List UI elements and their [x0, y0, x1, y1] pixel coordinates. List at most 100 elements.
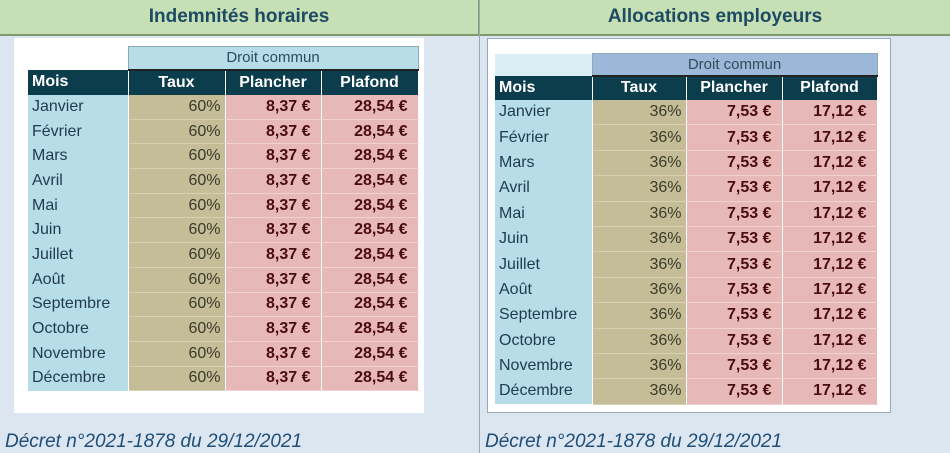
plancher-cell: 8,37 € — [225, 242, 322, 268]
column-header-mois: Mois — [28, 69, 129, 95]
plafond-cell: 17,12 € — [782, 353, 878, 380]
rate-cell: 60% — [128, 217, 226, 244]
plancher-cell: 8,37 € — [225, 316, 322, 342]
blank-cell — [28, 46, 128, 70]
blank-cell — [495, 53, 592, 76]
table-row: Juillet 36% 7,53 €17,12 € — [495, 251, 878, 278]
month-cell: Juillet — [495, 251, 593, 278]
table-row: Août 36% 7,53 €17,12 € — [495, 277, 878, 304]
decree-reference: Décret n°2021-1878 du 29/12/2021 — [5, 431, 303, 452]
plafond-cell: 28,54 € — [321, 168, 419, 194]
table-row: Décembre 36% 7,53 €17,12 € — [495, 378, 878, 405]
rate-cell: 60% — [128, 94, 226, 120]
plancher-cell: 7,53 € — [686, 277, 783, 304]
rate-cell: 60% — [128, 119, 226, 145]
table-row: Novembre 36% 7,53 €17,12 € — [495, 353, 878, 380]
table-row: Mars 36% 7,53 €17,12 € — [495, 150, 878, 177]
plafond-cell: 28,54 € — [321, 292, 419, 318]
month-cell: Janvier — [495, 99, 593, 125]
month-cell: Mai — [495, 201, 593, 227]
plafond-cell: 17,12 € — [782, 226, 878, 253]
rate-cell: 36% — [592, 302, 687, 329]
month-cell: Octobre — [28, 316, 129, 342]
rate-cell: 60% — [128, 316, 226, 342]
plafond-cell: 17,12 € — [782, 99, 878, 126]
table-row: Septembre 60% 8,37 €28,54 € — [28, 292, 419, 318]
plafond-cell: 17,12 € — [782, 328, 878, 354]
plancher-cell: 8,37 € — [225, 341, 322, 367]
month-cell: Mai — [28, 193, 129, 218]
group-header-droit-commun: Droit commun — [127, 46, 419, 71]
plancher-cell: 7,53 € — [686, 378, 783, 405]
month-cell: Avril — [495, 175, 593, 202]
column-header-mois: Mois — [495, 75, 593, 100]
table-row: Mars 60% 8,37 €28,54 € — [28, 143, 419, 170]
table-row: Avril 60% 8,37 €28,54 € — [28, 168, 419, 194]
month-cell: Mars — [495, 150, 593, 176]
month-cell: Février — [28, 119, 129, 144]
plafond-cell: 28,54 € — [321, 267, 419, 293]
table-row: Octobre 60% 8,37 €28,54 € — [28, 316, 419, 342]
table-row: Janvier 36% 7,53 €17,12 € — [495, 99, 878, 126]
month-cell: Mars — [28, 143, 129, 169]
group-header-droit-commun: Droit commun — [591, 53, 878, 77]
plafond-cell: 17,12 € — [782, 378, 878, 405]
panel-allocations: Allocations employeurs Droit commun Mois… — [480, 0, 950, 453]
plancher-cell: 7,53 € — [686, 353, 783, 380]
plafond-cell: 28,54 € — [321, 242, 419, 268]
plafond-cell: 17,12 € — [782, 150, 878, 177]
table-row: Juin 36% 7,53 €17,12 € — [495, 226, 878, 253]
rate-cell: 36% — [592, 378, 687, 405]
column-header-plancher: Plancher — [225, 69, 322, 95]
column-header-taux: Taux — [592, 75, 687, 100]
table-row: Septembre 36% 7,53 €17,12 € — [495, 302, 878, 329]
rate-cell: 60% — [128, 143, 226, 170]
panel-title: Allocations employeurs — [480, 0, 950, 36]
rate-cell: 36% — [592, 226, 687, 253]
plancher-cell: 7,53 € — [686, 124, 783, 151]
plafond-cell: 28,54 € — [321, 217, 419, 244]
table-row: Décembre 60% 8,37 €28,54 € — [28, 366, 419, 392]
plancher-cell: 8,37 € — [225, 119, 322, 145]
month-cell: Août — [495, 277, 593, 303]
month-cell: Octobre — [495, 328, 593, 354]
plancher-cell: 8,37 € — [225, 143, 322, 170]
plancher-cell: 8,37 € — [225, 267, 322, 293]
table-row: Mai 60% 8,37 €28,54 € — [28, 193, 419, 219]
plafond-cell: 17,12 € — [782, 175, 878, 202]
plafond-cell: 28,54 € — [321, 119, 419, 145]
panel-indemnites: Indemnités horaires Droit commun Mois Ta… — [0, 0, 480, 453]
plancher-cell: 7,53 € — [686, 150, 783, 177]
rate-cell: 36% — [592, 251, 687, 278]
month-cell: Décembre — [28, 366, 129, 391]
plafond-cell: 17,12 € — [782, 124, 878, 151]
column-header-row: Mois Taux Plancher Plafond — [28, 69, 419, 95]
table-row: Octobre 36% 7,53 €17,12 € — [495, 328, 878, 354]
rate-cell: 60% — [128, 168, 226, 194]
panel-title: Indemnités horaires — [0, 0, 479, 36]
plancher-cell: 8,37 € — [225, 193, 322, 219]
plancher-cell: 7,53 € — [686, 328, 783, 354]
plancher-cell: 8,37 € — [225, 366, 322, 392]
rates-table: Droit commun Mois Taux Plancher Plafond … — [495, 53, 878, 405]
month-cell: Janvier — [28, 94, 129, 120]
plafond-cell: 17,12 € — [782, 302, 878, 329]
rates-table: Droit commun Mois Taux Plancher Plafond … — [28, 46, 419, 392]
rate-cell: 36% — [592, 150, 687, 177]
column-header-plancher: Plancher — [686, 75, 783, 100]
rate-cell: 60% — [128, 292, 226, 318]
month-cell: Février — [495, 124, 593, 151]
month-cell: Avril — [28, 168, 129, 194]
plafond-cell: 28,54 € — [321, 143, 419, 170]
plancher-cell: 8,37 € — [225, 168, 322, 194]
rate-cell: 36% — [592, 353, 687, 380]
month-cell: Juin — [495, 226, 593, 252]
plancher-cell: 7,53 € — [686, 302, 783, 329]
plafond-cell: 28,54 € — [321, 316, 419, 342]
month-cell: Septembre — [495, 302, 593, 329]
rate-cell: 60% — [128, 341, 226, 367]
rate-cell: 60% — [128, 242, 226, 268]
table-row: Juillet 60% 8,37 €28,54 € — [28, 242, 419, 268]
plafond-cell: 28,54 € — [321, 94, 419, 120]
column-header-taux: Taux — [128, 69, 226, 95]
